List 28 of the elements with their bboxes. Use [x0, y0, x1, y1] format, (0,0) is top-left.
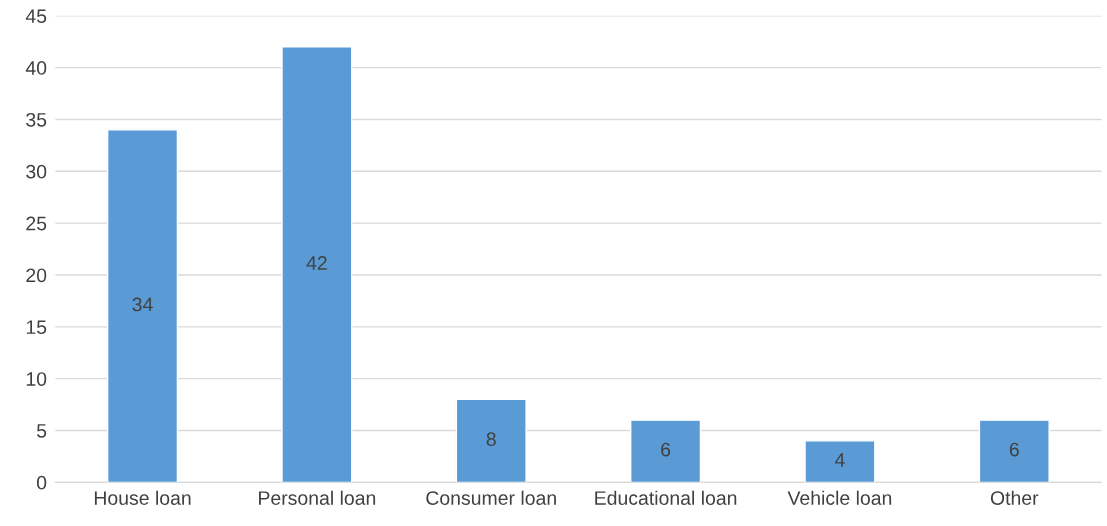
bar: [106, 129, 179, 483]
x-tick-label: Educational loan: [595, 490, 737, 505]
x-tick-label: Consumer loan: [426, 490, 556, 505]
bar: [804, 440, 876, 483]
y-tick-label: 15: [26, 320, 47, 335]
bar: [630, 419, 702, 483]
data-label: 8: [486, 432, 496, 447]
y-tick-label: 20: [26, 268, 47, 283]
y-tick-label: 40: [25, 61, 47, 75]
y-tick-label: 30: [26, 164, 47, 179]
y-tick-label: 0: [36, 475, 47, 490]
data-label: 6: [1009, 442, 1019, 457]
data-label: 6: [661, 442, 671, 457]
data-label: 4: [834, 453, 845, 467]
x-tick-label: Vehicle loan: [787, 490, 892, 505]
y-tick-label: 5: [36, 424, 47, 438]
x-tick-label: Personal loan: [259, 490, 376, 505]
y-tick-label: 25: [26, 216, 47, 231]
bar: [978, 419, 1050, 483]
bar: [455, 398, 527, 483]
data-label: 34: [132, 297, 153, 312]
y-tick-label: 10: [26, 372, 47, 386]
y-tick-label: 45: [25, 9, 47, 24]
x-tick-label: Other: [990, 490, 1039, 505]
bar: [281, 46, 353, 483]
x-tick-label: House loan: [94, 490, 191, 505]
data-label: 42: [306, 256, 327, 270]
y-tick-label: 35: [26, 112, 47, 127]
